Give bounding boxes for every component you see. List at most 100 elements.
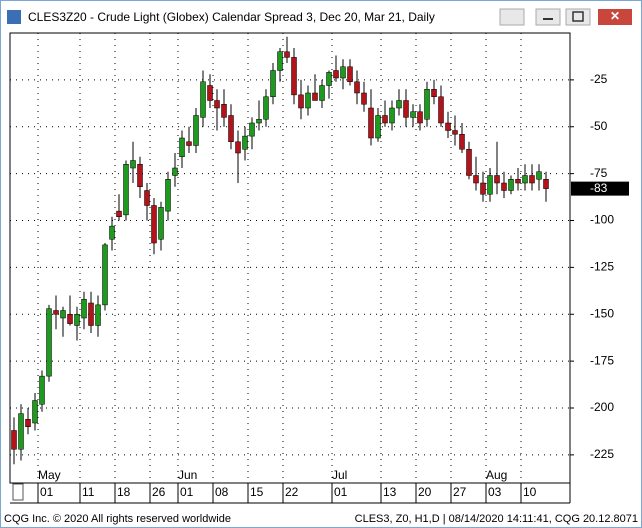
scroll-box[interactable] [12, 483, 24, 501]
candle-body [494, 175, 500, 184]
y-tick-label: -200 [590, 400, 614, 414]
y-tick-label: -25 [590, 72, 608, 86]
candle-body [116, 210, 122, 217]
candle-body [515, 179, 521, 184]
candle-body [74, 314, 80, 326]
candle-body [431, 89, 437, 97]
footer-left: CQG Inc. © 2020 All rights reserved worl… [4, 513, 231, 525]
x-tick-label: 11 [82, 485, 95, 499]
y-tick-label: -75 [590, 166, 608, 180]
last-price-label: -83 [590, 181, 608, 195]
candle-body [242, 135, 248, 150]
candle-body [368, 107, 374, 139]
x-tick-label: 10 [523, 485, 537, 499]
x-tick-label: 26 [152, 485, 166, 499]
candle-body [270, 70, 276, 97]
candle-body [382, 115, 388, 124]
candle-body [487, 175, 493, 195]
candle-body [130, 160, 136, 169]
candle-body [158, 207, 164, 240]
candle-body [151, 205, 157, 244]
x-tick-label: 13 [383, 485, 397, 499]
candle-body [424, 89, 430, 120]
candle-body [172, 167, 178, 176]
month-label: Aug [486, 468, 507, 482]
y-tick-label: -125 [590, 260, 614, 274]
candle-body [46, 308, 52, 377]
candle-body [235, 141, 241, 154]
candle-body [165, 179, 171, 212]
y-tick-label: -175 [590, 353, 614, 367]
candle-body [88, 302, 94, 326]
candle-body [389, 107, 395, 124]
x-tick-label: 22 [285, 485, 299, 499]
maximize-button[interactable] [565, 8, 591, 26]
candle-body [179, 137, 185, 157]
candle-body [452, 130, 458, 135]
x-tick-label: 15 [250, 485, 264, 499]
minimize-button[interactable] [535, 8, 561, 26]
window-title: CLES3Z20 - Crude Light (Globex) Calendar… [28, 10, 435, 24]
month-label: Jun [178, 468, 197, 482]
candle-body [291, 57, 297, 96]
candle-body [375, 115, 381, 139]
x-tick-label: 27 [453, 485, 467, 499]
candle-body [207, 85, 213, 101]
candle-body [536, 171, 542, 180]
candle-body [18, 413, 24, 450]
candle-body [11, 430, 17, 450]
candle-body [228, 115, 234, 142]
plot-area [9, 32, 571, 484]
candle-body [445, 122, 451, 131]
candle-body [193, 115, 199, 146]
y-tick-label: -100 [590, 213, 614, 227]
candle-body [263, 96, 269, 120]
candle-body [361, 92, 367, 105]
candle-body [354, 81, 360, 94]
candle-body [221, 104, 227, 118]
candle-body [144, 190, 150, 206]
candle-body [60, 310, 66, 319]
candle-body [403, 100, 409, 118]
candle-body [200, 81, 206, 118]
candle-body [438, 96, 444, 124]
candle-body [256, 119, 262, 124]
candle-body [95, 304, 101, 326]
footer-right: CLES3, Z0, H1,D | 08/14/2020 14:11:41, C… [355, 513, 638, 525]
candle-body [410, 111, 416, 118]
candle-body [480, 182, 486, 195]
candle-body [298, 94, 304, 109]
candle-body [186, 141, 192, 146]
candle-body [214, 100, 220, 109]
candle-body [501, 182, 507, 191]
month-label: May [38, 468, 61, 482]
x-tick-label: 01 [334, 485, 348, 499]
x-tick-label: 20 [418, 485, 432, 499]
candle-body [347, 66, 353, 82]
y-tick-label: -50 [590, 119, 608, 133]
candle-body [102, 244, 108, 306]
candle-body [333, 70, 339, 79]
candle-body [25, 419, 31, 427]
candle-body [39, 375, 45, 405]
maximize-icon [572, 11, 584, 22]
x-tick-label: 01 [40, 485, 54, 499]
app-icon [7, 10, 21, 24]
candle-body [466, 149, 472, 176]
title-bar [1, 1, 641, 32]
candle-body [340, 66, 346, 79]
candle-body [277, 51, 283, 71]
candle-body [543, 179, 549, 189]
month-label: Jul [332, 468, 347, 482]
last-price-tag [571, 181, 629, 196]
pin-button[interactable] [499, 8, 525, 26]
close-button[interactable] [598, 9, 632, 25]
candle-body [508, 179, 514, 191]
candle-body [137, 164, 143, 187]
candle-body [81, 299, 87, 319]
candle-body [522, 175, 528, 184]
candle-body [305, 92, 311, 109]
candle-body [326, 72, 332, 86]
candle-body [473, 175, 479, 184]
